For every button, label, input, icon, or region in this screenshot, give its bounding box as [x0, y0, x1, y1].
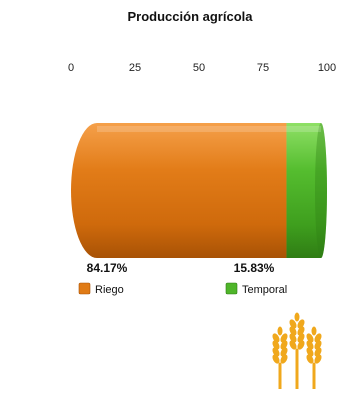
wheat-grain — [280, 333, 288, 343]
axis-ticks: 0 25 50 75 100 — [68, 62, 336, 118]
legend-label: Temporal — [242, 284, 287, 296]
wheat-grain — [314, 354, 322, 364]
wheat-grain — [311, 326, 317, 336]
wheat-grain — [297, 326, 305, 336]
wheat-grain — [306, 347, 314, 357]
wheat-grain — [306, 354, 314, 364]
wheat-grain — [294, 312, 300, 322]
legend-swatch — [78, 282, 91, 295]
wheat-grain — [314, 340, 322, 350]
wheat-grain — [272, 347, 280, 357]
wheat-grain — [277, 326, 283, 336]
wheat-icon — [272, 312, 322, 391]
wheat-grain — [280, 347, 288, 357]
legend-item-temporal[interactable]: Temporal — [225, 282, 287, 296]
wheat-grain — [280, 340, 288, 350]
tick-label: 50 — [193, 62, 205, 74]
legend-item-riego[interactable]: Riego — [78, 282, 124, 296]
wheat-grain — [280, 354, 288, 364]
wheat-grain — [314, 333, 322, 343]
wheat-grain — [306, 340, 314, 350]
wheat-grain — [272, 340, 280, 350]
wheat-grain — [297, 340, 305, 350]
bar-segment-riego — [71, 123, 287, 258]
wheat-grain — [314, 347, 322, 357]
wheat-grain — [289, 326, 297, 336]
legend: Riego Temporal — [78, 282, 287, 296]
tick-label: 100 — [318, 62, 336, 74]
wheat-grain — [297, 333, 305, 343]
wheat-grain — [272, 354, 280, 364]
wheat-grain — [289, 319, 297, 329]
bar-end-cap — [315, 123, 327, 258]
wheat-grain — [289, 333, 297, 343]
wheat-grain — [289, 340, 297, 350]
tick-label: 0 — [68, 62, 74, 74]
tick-label: 75 — [257, 62, 269, 74]
chart-title: Producción agrícola — [128, 9, 254, 24]
data-label-riego: 84.17% — [87, 261, 128, 275]
bars — [71, 123, 327, 258]
data-labels: 84.17% 15.83% — [87, 261, 275, 275]
tick-label: 25 — [129, 62, 141, 74]
legend-label: Riego — [95, 284, 124, 296]
data-label-temporal: 15.83% — [234, 261, 275, 275]
wheat-grain — [297, 319, 305, 329]
wheat-grain — [306, 333, 314, 343]
wheat-grain — [272, 333, 280, 343]
bar-segment-temporal — [286, 123, 327, 258]
legend-swatch — [225, 282, 238, 295]
